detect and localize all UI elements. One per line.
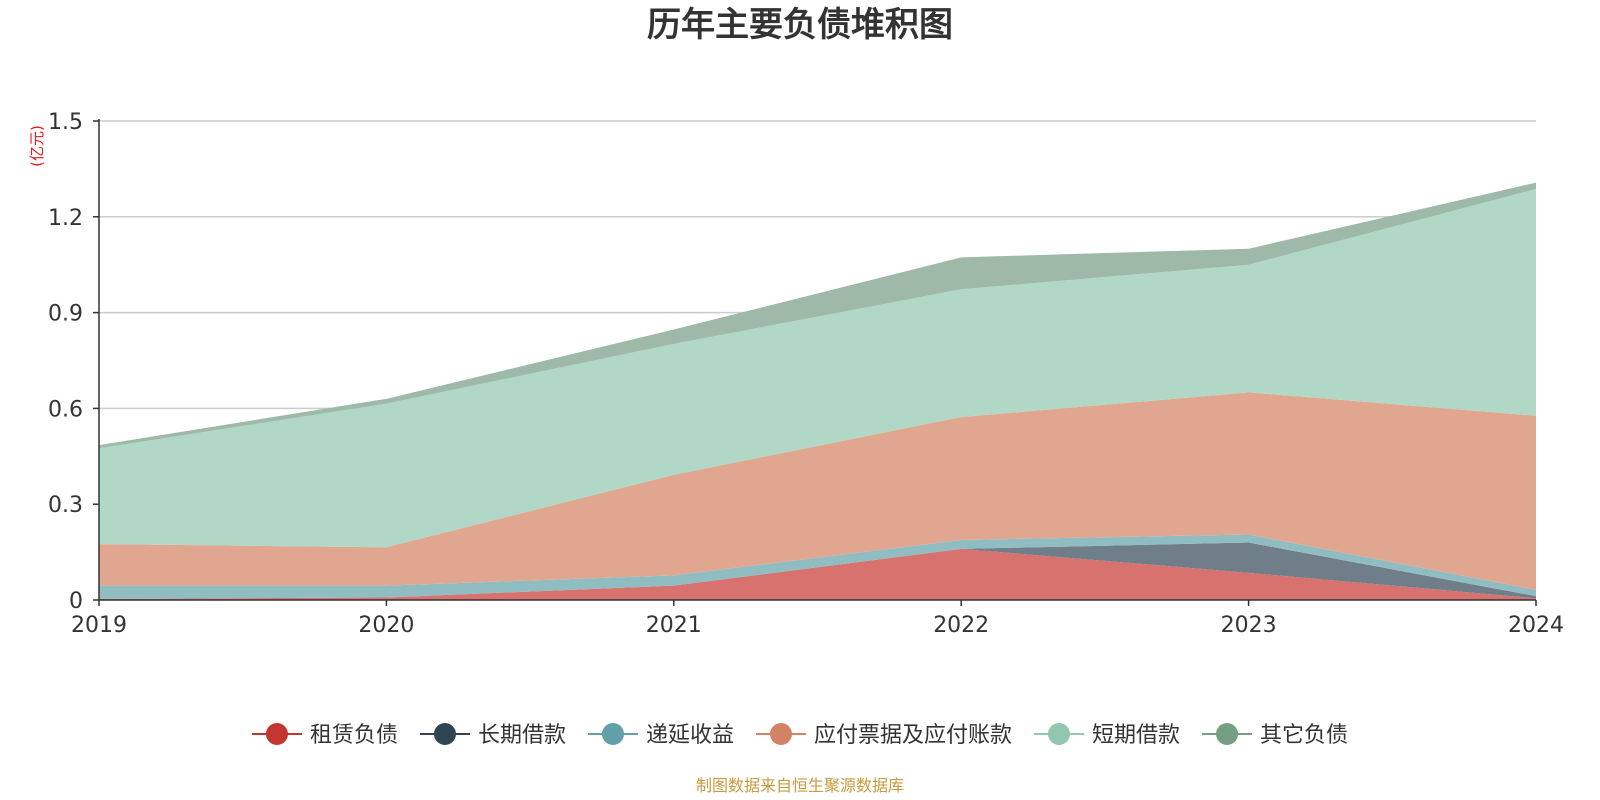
x-tick-label: 2024 [1508,613,1564,638]
legend-marker [601,723,624,745]
source-note: 制图数据来自恒生聚源数据库 [696,776,904,795]
legend: 租赁负债 长期借款 递延收益 应付票据及应付账款 短期借款 其它负债 [251,723,1348,748]
x-tick-label: 2023 [1221,613,1277,638]
y-tick-label: 1.5 [48,110,83,135]
x-tick-label: 2022 [933,613,989,638]
y-tick-label: 0.6 [48,397,83,422]
legend-label: 递延收益 [646,723,734,748]
y-tick-label: 0 [69,589,83,614]
legend-item-2[interactable]: 递延收益 [587,723,734,748]
legend-marker [1048,723,1071,745]
legend-label: 短期借款 [1092,723,1180,748]
legend-label: 其它负债 [1260,723,1348,748]
legend-marker [770,723,792,745]
legend-marker [433,723,456,745]
legend-marker [265,723,288,745]
legend-label: 应付票据及应付账款 [814,723,1012,748]
legend-marker [1216,723,1239,745]
x-tick-label: 2019 [71,613,127,638]
legend-item-3[interactable]: 应付票据及应付账款 [756,723,1012,748]
legend-item-5[interactable]: 其它负债 [1202,723,1348,748]
area-series-4 [99,189,1536,548]
area-series-2 [99,534,1536,600]
legend-item-0[interactable]: 租赁负债 [251,723,398,748]
area-series-0 [99,548,1536,600]
x-tick-label: 2021 [646,613,702,638]
x-tick-label: 2020 [358,613,414,638]
axes: 0 0.3 0.6 0.9 1.2 1.5 2019 2020 2021 2022 2023 2024 [48,110,1564,638]
legend-item-1[interactable]: 长期借款 [419,723,566,748]
area-series-5 [99,182,1536,449]
legend-label: 租赁负债 [310,723,398,748]
y-tick-label: 0.9 [48,302,83,327]
legend-label: 长期借款 [478,723,566,748]
chart-title: 历年主要负债堆积图 [647,5,953,45]
area-series-layer [99,182,1536,600]
y-tick-label: 1.2 [48,206,83,231]
area-series-1 [99,542,1536,600]
area-series-3 [99,392,1536,590]
legend-item-4[interactable]: 短期借款 [1034,723,1180,748]
y-axis-unit: (亿元) [28,125,46,167]
y-tick-label: 0.3 [48,493,83,518]
